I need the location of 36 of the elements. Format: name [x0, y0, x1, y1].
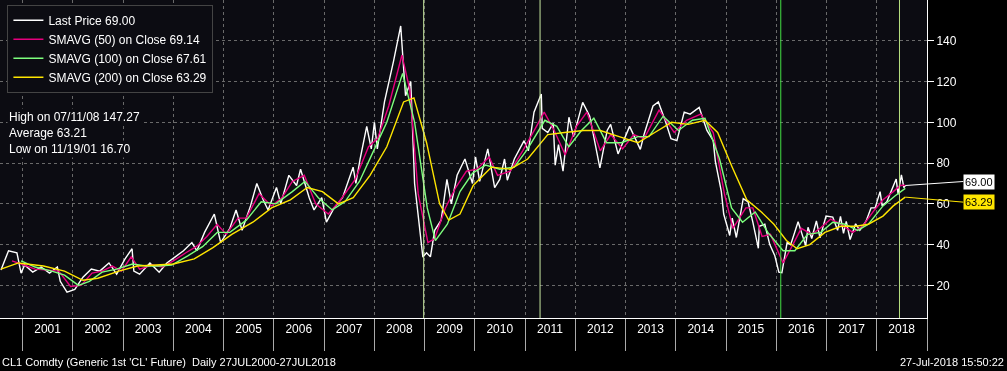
annotation: 63.29 — [965, 196, 993, 208]
annotation: 69.00 — [965, 176, 993, 188]
x-tick-label: 2016 — [787, 322, 815, 337]
y-tick-label: 20 — [936, 278, 951, 293]
text: CL1 Comdty (Generic 1st 'CL' Future) Daily 27JUL2000-27JUL2018 — [2, 356, 336, 368]
y-tick-label: 40 — [936, 237, 951, 252]
x-tick-label: 2014 — [687, 322, 715, 337]
x-tick-label: 2003 — [134, 322, 162, 337]
x-tick-label: 2001 — [34, 322, 62, 337]
y-tick-label: 80 — [936, 156, 951, 171]
x-tick-label: 2009 — [436, 322, 464, 337]
y-tick-label: 100 — [936, 115, 957, 130]
legend-label: SMAVG (50) on Close 69.14 — [48, 32, 200, 47]
x-tick-label: 2005 — [235, 322, 263, 337]
y-tick-label: 140 — [936, 33, 957, 48]
x-tick-label: 2006 — [285, 322, 313, 337]
x-tick-label: 2018 — [888, 322, 916, 337]
x-tick-label: 2012 — [586, 322, 614, 337]
y-tick-label: 120 — [936, 74, 957, 89]
x-tick-label: 2002 — [84, 322, 112, 337]
x-tick-label: 2011 — [537, 322, 564, 337]
legend-label: SMAVG (200) on Close 63.29 — [48, 70, 207, 85]
legend-label: Last Price 69.00 — [48, 13, 136, 28]
text: 27-Jul-2018 15:50:22 — [900, 356, 1004, 368]
legend-label: SMAVG (100) on Close 67.61 — [48, 51, 207, 66]
x-tick-label: 2017 — [838, 322, 866, 337]
x-tick-label: 2013 — [637, 322, 665, 337]
x-tick-label: 2007 — [335, 322, 363, 337]
annotation: High on 07/11/08 147.27 — [9, 110, 140, 124]
x-tick-label: 2010 — [486, 322, 514, 337]
annotation: Low on 11/19/01 16.70 — [9, 142, 131, 156]
x-tick-label: 2008 — [385, 322, 413, 337]
annotation: Average 63.21 — [9, 126, 88, 140]
x-tick-label: 2015 — [737, 322, 765, 337]
x-tick-label: 2004 — [185, 322, 213, 337]
y-tick-label: 60 — [936, 197, 951, 212]
